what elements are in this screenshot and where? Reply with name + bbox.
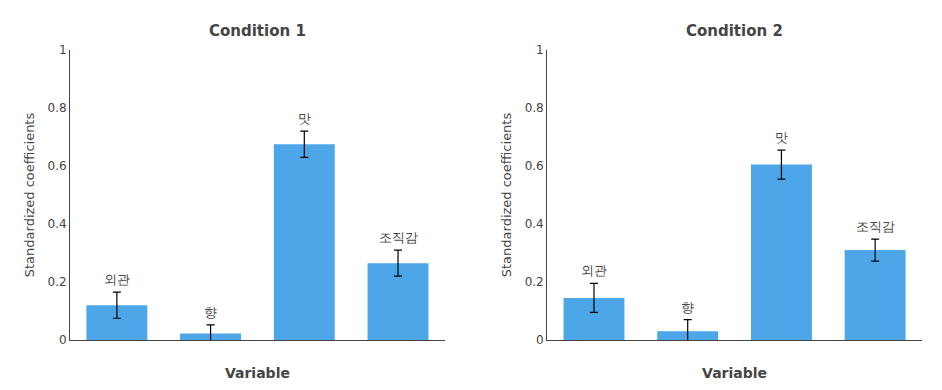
svg-text:0: 0 bbox=[59, 333, 67, 347]
svg-text:향: 향 bbox=[681, 300, 694, 315]
svg-text:맛: 맛 bbox=[775, 130, 788, 145]
svg-text:0.2: 0.2 bbox=[525, 275, 544, 289]
svg-text:Condition 1: Condition 1 bbox=[209, 22, 306, 40]
svg-text:0.4: 0.4 bbox=[48, 217, 67, 231]
svg-text:Condition 2: Condition 2 bbox=[686, 22, 783, 40]
svg-text:0.8: 0.8 bbox=[48, 101, 67, 115]
svg-text:Variable: Variable bbox=[702, 365, 767, 381]
svg-text:조직감: 조직감 bbox=[856, 219, 895, 234]
svg-text:맛: 맛 bbox=[298, 111, 311, 126]
svg-text:외관: 외관 bbox=[581, 263, 607, 278]
svg-text:조직감: 조직감 bbox=[379, 230, 418, 245]
svg-text:0.4: 0.4 bbox=[525, 217, 544, 231]
svg-text:0.8: 0.8 bbox=[525, 101, 544, 115]
svg-text:0.2: 0.2 bbox=[48, 275, 67, 289]
svg-text:외관: 외관 bbox=[104, 272, 130, 287]
svg-text:향: 향 bbox=[204, 305, 217, 320]
svg-text:0: 0 bbox=[536, 333, 544, 347]
svg-text:1: 1 bbox=[536, 43, 544, 57]
svg-text:1: 1 bbox=[59, 43, 67, 57]
svg-text:Variable: Variable bbox=[225, 365, 290, 381]
svg-text:Standardized coefficients: Standardized coefficients bbox=[499, 113, 514, 278]
svg-text:Standardized coefficients: Standardized coefficients bbox=[22, 113, 37, 278]
svg-text:0.6: 0.6 bbox=[48, 159, 67, 173]
svg-text:0.6: 0.6 bbox=[525, 159, 544, 173]
